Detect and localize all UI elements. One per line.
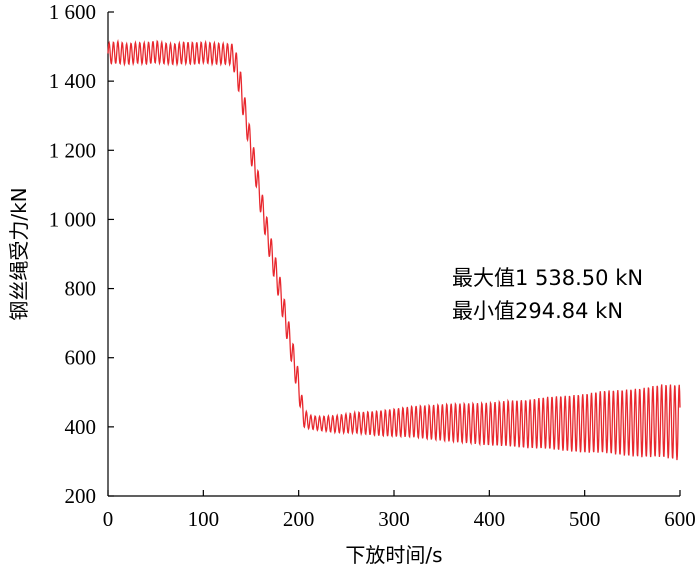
y-axis-title: 钢丝绳受力/kN (7, 187, 31, 320)
y-tick-label: 200 (65, 484, 97, 508)
force-series-line (107, 38, 681, 461)
y-tick-label: 400 (65, 415, 97, 439)
y-tick-label: 1 400 (49, 69, 96, 93)
x-tick-label: 600 (664, 507, 696, 531)
x-tick-label: 100 (188, 507, 220, 531)
x-tick-label: 500 (569, 507, 601, 531)
y-ticks: 200 400 600 800 1 000 1 200 1 400 1 600 (49, 0, 114, 508)
y-tick-label: 800 (65, 277, 97, 301)
annotation-min: 最小值294.84 kN (452, 299, 623, 323)
x-tick-label: 400 (474, 507, 506, 531)
y-tick-label: 1 000 (49, 207, 96, 231)
x-tick-label: 200 (283, 507, 315, 531)
x-axis-title: 下放时间/s (345, 543, 442, 567)
annotation-max: 最大值1 538.50 kN (452, 266, 643, 290)
y-tick-label: 1 200 (49, 138, 96, 162)
x-tick-label: 0 (103, 507, 114, 531)
x-ticks: 0 100 200 300 400 500 600 (103, 490, 696, 531)
y-tick-label: 1 600 (49, 0, 96, 24)
x-tick-label: 300 (378, 507, 410, 531)
y-tick-label: 600 (65, 346, 97, 370)
